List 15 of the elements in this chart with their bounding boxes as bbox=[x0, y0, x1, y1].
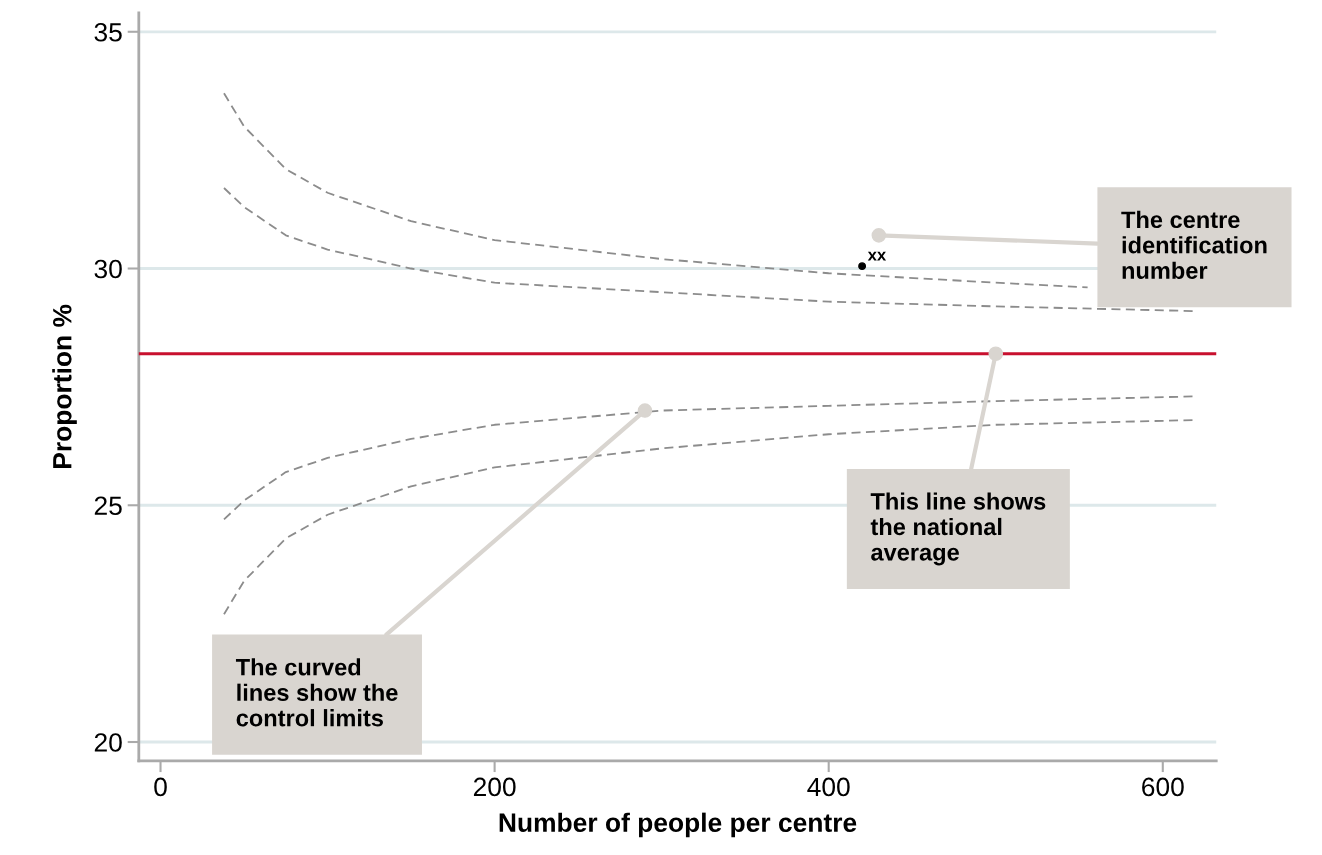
data-label: xx bbox=[867, 251, 887, 261]
y-axis-title: Proportion % bbox=[52, 304, 77, 468]
annotation: The curved lines show the control limits bbox=[235, 658, 398, 727]
x-axis-title: Number of people per centre bbox=[499, 812, 857, 838]
y-tick-label: 30 bbox=[94, 259, 122, 279]
y-tick-label: 35 bbox=[94, 22, 122, 42]
y-tick-label: 25 bbox=[94, 496, 122, 516]
x-tick-label: 400 bbox=[807, 777, 850, 797]
annotation: This line shows the national average bbox=[870, 492, 1046, 566]
y-tick-label: 20 bbox=[94, 733, 122, 752]
x-tick-label: 200 bbox=[473, 777, 516, 797]
annotation: The centre identification number bbox=[1121, 210, 1267, 279]
line-series bbox=[223, 92, 1089, 289]
x-tick-label: 0 bbox=[154, 777, 167, 797]
x-tick-label: 600 bbox=[1142, 777, 1184, 797]
